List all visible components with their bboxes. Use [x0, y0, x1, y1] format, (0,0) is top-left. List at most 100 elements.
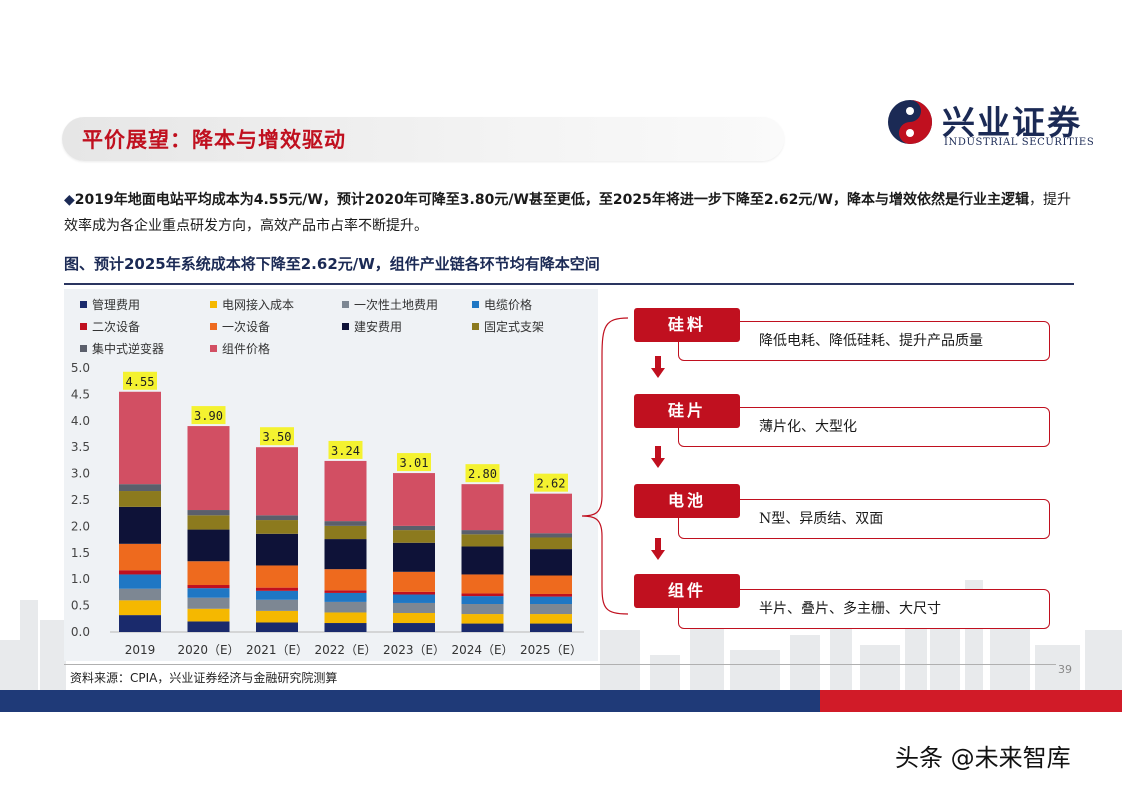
legend-swatch	[80, 323, 87, 330]
bar-segment	[256, 610, 298, 623]
bar-segment	[119, 543, 161, 571]
bar-segment	[324, 623, 367, 632]
stage-desc-cell: N型、异质结、双面	[678, 499, 1050, 539]
x-tick-label: 2024（E）	[451, 643, 513, 657]
legend-item: 电网接入成本	[210, 296, 294, 313]
bar-segment	[530, 537, 572, 550]
total-label-bg	[191, 406, 226, 425]
bar-segment	[393, 542, 435, 572]
legend-swatch	[472, 301, 479, 308]
legend-item: 二次设备	[80, 318, 140, 335]
bar-segment	[461, 614, 504, 624]
legend-label: 电网接入成本	[222, 298, 295, 312]
bar-segment	[393, 594, 435, 603]
total-label-bg	[260, 427, 294, 446]
logo-mark-icon	[888, 100, 932, 144]
city-skyline-background	[0, 580, 1122, 690]
bar-segment	[256, 565, 298, 588]
source-note: 资料来源：CPIA，兴业证券经济与金融研究院测算	[70, 671, 338, 685]
logo-text-en: INDUSTRIAL SECURITIES	[944, 137, 1095, 148]
y-tick-label: 4.5	[71, 387, 90, 401]
total-label: 4.55	[126, 375, 155, 389]
legend-swatch	[210, 345, 217, 352]
legend-swatch	[80, 345, 87, 352]
y-tick-label: 0.5	[71, 599, 90, 613]
x-tick-label: 2025（E）	[520, 643, 582, 657]
total-label: 3.24	[331, 444, 360, 458]
legend-item: 集中式逆变器	[80, 340, 164, 357]
summary-bullet: ◆2019年地面电站平均成本为4.55元/W，预计2020年可降至3.80元/W…	[64, 187, 1074, 239]
bullet-symbol: ◆	[64, 192, 75, 208]
bar-segment	[324, 592, 367, 602]
bar-segment	[461, 534, 504, 547]
stage-silicon: 硅料	[634, 308, 740, 342]
y-tick-label: 3.5	[71, 440, 90, 454]
bar-segment	[187, 529, 230, 562]
bar-segment	[324, 460, 367, 522]
bar-segment	[119, 506, 161, 544]
bar-segment	[119, 391, 161, 485]
y-tick-label: 1.0	[71, 572, 90, 586]
bar-segment	[530, 614, 572, 624]
bar-segment	[256, 447, 298, 516]
total-label: 3.50	[263, 430, 292, 444]
bar-segment	[530, 623, 572, 632]
legend-label: 二次设备	[92, 320, 141, 334]
bar-segment	[324, 590, 367, 593]
footer-bar-red	[820, 690, 1122, 712]
stage-desc-text: 半片、叠片、多主栅、大尺寸	[759, 601, 941, 617]
figure-title-underline	[64, 283, 1074, 285]
bar-segment	[324, 569, 367, 591]
bar-segment	[393, 623, 435, 632]
bar-segment	[530, 604, 572, 615]
logo-text-cn: 兴业证券	[942, 103, 1082, 142]
bar-segment	[119, 570, 161, 575]
brace-connector-icon	[581, 317, 629, 615]
bar-segment	[256, 622, 298, 632]
bar-segment	[393, 602, 435, 613]
bar-segment	[187, 588, 230, 598]
bar-segment	[461, 623, 504, 632]
down-arrow-icon	[651, 446, 665, 468]
down-arrow-icon	[651, 356, 665, 378]
bar-segment	[256, 587, 298, 591]
total-label-bg	[465, 464, 500, 483]
bar-segment	[187, 621, 230, 632]
legend-swatch	[472, 323, 479, 330]
legend-swatch	[80, 301, 87, 308]
total-label-bg	[534, 473, 568, 492]
bar-segment	[461, 596, 504, 605]
bar-segment	[461, 530, 504, 535]
bar-segment	[256, 515, 298, 521]
bar-segment	[119, 484, 161, 492]
bar-segment	[119, 491, 161, 507]
bar-segment	[530, 533, 572, 538]
bar-segment	[393, 473, 435, 526]
bar-segment	[461, 604, 504, 615]
bar-segment	[187, 561, 230, 586]
page-number: 39	[1058, 663, 1072, 676]
y-tick-label: 0.0	[71, 625, 90, 639]
company-logo: 兴业证券 INDUSTRIAL SECURITIES	[886, 96, 1108, 150]
bar-segment	[119, 588, 161, 601]
legend-swatch	[342, 323, 349, 330]
bar-segment	[530, 575, 572, 594]
stage-desc-wafer: 薄片化、大型化	[678, 407, 1050, 447]
stage-desc-text: N型、异质结、双面	[759, 511, 884, 527]
legend-item: 电缆价格	[472, 296, 532, 313]
down-arrow-icon	[651, 538, 665, 560]
bar-segment	[256, 533, 298, 566]
bar-segment	[119, 600, 161, 616]
y-tick-label: 4.0	[71, 414, 90, 428]
legend-label: 集中式逆变器	[92, 342, 165, 356]
bar-segment	[187, 597, 230, 609]
stacked-bar-chart: 0.0 0.5 1.0 1.5 2.0 2.5 3.0 3.5 4.0 4.5 5.0 4.55 201…	[71, 361, 584, 657]
bar-segment	[530, 596, 572, 605]
bar-segment	[324, 539, 367, 570]
legend-label: 一次设备	[222, 320, 271, 334]
bar-segment	[324, 525, 367, 540]
bar-segment	[187, 608, 230, 622]
legend-item: 固定式支架	[472, 318, 544, 335]
bar-segment	[393, 525, 435, 531]
x-tick-label: 2023（E）	[383, 643, 445, 657]
